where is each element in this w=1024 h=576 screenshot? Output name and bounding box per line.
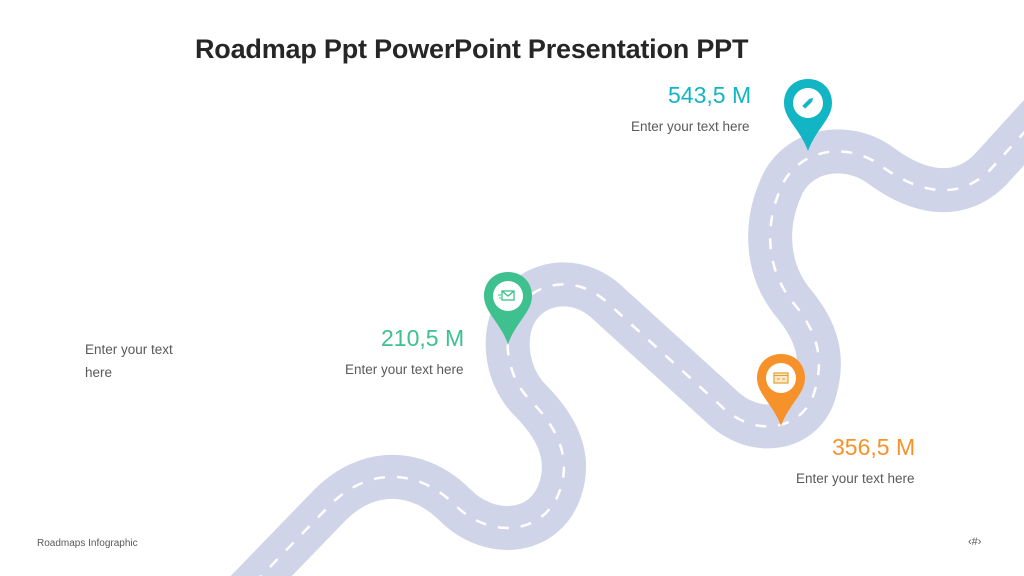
milestone-1-pin xyxy=(784,79,832,151)
milestone-3-pin xyxy=(757,354,805,426)
milestone-3-description: Enter your text here xyxy=(796,471,915,486)
slide-title: Roadmap Ppt PowerPoint Presentation PPT xyxy=(195,34,749,64)
milestone-2-value: 210,5 M xyxy=(381,325,465,351)
road-surface xyxy=(230,100,1024,576)
left-text-block: Enter your text here xyxy=(85,342,173,380)
presentation-icon xyxy=(773,372,789,384)
footer-label: Roadmaps Infographic xyxy=(37,538,138,549)
page-number: ‹#› xyxy=(968,536,982,548)
milestone-1-value: 543,5 M xyxy=(668,82,752,108)
milestone-3-value: 356,5 M xyxy=(832,434,916,460)
milestone-2-description: Enter your text here xyxy=(345,362,464,377)
pencil-icon xyxy=(802,98,813,109)
milestone-2-pin xyxy=(484,272,532,344)
mail-icon xyxy=(498,290,515,301)
milestone-1-description: Enter your text here xyxy=(631,119,750,134)
